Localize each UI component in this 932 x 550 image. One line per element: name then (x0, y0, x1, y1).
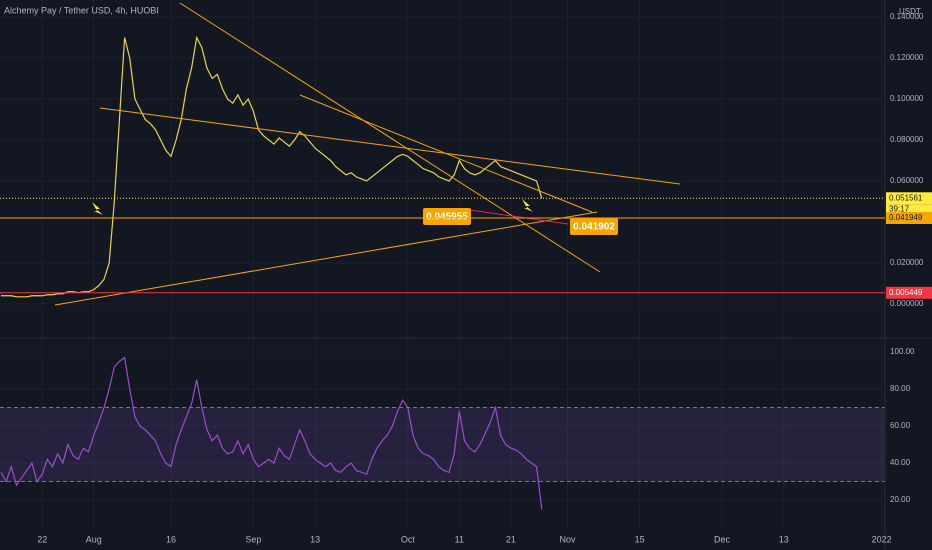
arrow-icon (522, 199, 533, 212)
y-tick-label: 0.080000 (890, 135, 924, 144)
trend-line (179, 2, 601, 273)
marks (0, 35, 543, 510)
x-tick-label: Nov (559, 534, 576, 544)
trend-line (99, 107, 681, 185)
y-tick-label: 0.000000 (890, 299, 924, 308)
x-tick-label: Sep (245, 534, 261, 544)
price-tag (886, 192, 932, 205)
x-tick-label: 22 (37, 534, 47, 544)
x-tick-label: 2022 (872, 534, 892, 544)
price-tag-label: 0.041949 (889, 213, 923, 222)
callout-label: 0.041902 (573, 222, 615, 233)
x-tick-label: Dec (714, 534, 731, 544)
x-tick-label: 11 (455, 534, 464, 544)
callout-box (423, 208, 471, 225)
chart-title: Alchemy Pay / Tether USD, 4h, HUOBI (4, 5, 159, 15)
series-line (0, 356, 543, 510)
y-tick-label: 100.00 (890, 347, 915, 356)
y-tick-label: 0.020000 (890, 258, 924, 267)
callout-label: 0.045955 (426, 212, 468, 223)
x-tick-label: 15 (635, 534, 645, 544)
grid (0, 0, 885, 530)
y-tick-label: 80.00 (890, 384, 911, 393)
trend-line (54, 211, 598, 306)
y-tick-label: 0.140000 (890, 12, 924, 21)
x-tick-label: 13 (779, 534, 789, 544)
countdown-tag (886, 204, 932, 215)
y-tick-label: 0.060000 (890, 176, 924, 185)
y-tick-label: 0.120000 (890, 53, 924, 62)
arrow-icon (92, 202, 103, 215)
callout-box (570, 218, 618, 235)
countdown-label: 39:17 (889, 204, 910, 213)
x-tick-label: 16 (166, 534, 176, 544)
y-tick-label: 0.100000 (890, 94, 924, 103)
y-tick-label: 40.00 (890, 458, 911, 467)
price-tag-label: 0.051561 (889, 193, 923, 202)
y-tick-label: 20.00 (890, 495, 911, 504)
series-line (1, 35, 543, 298)
x-tick-label: Aug (86, 534, 102, 544)
y-tick-label: 60.00 (890, 421, 911, 430)
rsi-band (0, 407, 885, 482)
price-tag-label: 0.005449 (889, 288, 923, 297)
trend-line (299, 94, 593, 213)
price-tag (886, 211, 932, 224)
x-tick-label: Oct (401, 534, 416, 544)
y-axis-label: USDT (899, 7, 921, 16)
price-tag (886, 286, 932, 299)
x-tick-label: 13 (310, 534, 320, 544)
x-tick-label: 21 (506, 534, 516, 544)
measure-line (469, 209, 569, 225)
